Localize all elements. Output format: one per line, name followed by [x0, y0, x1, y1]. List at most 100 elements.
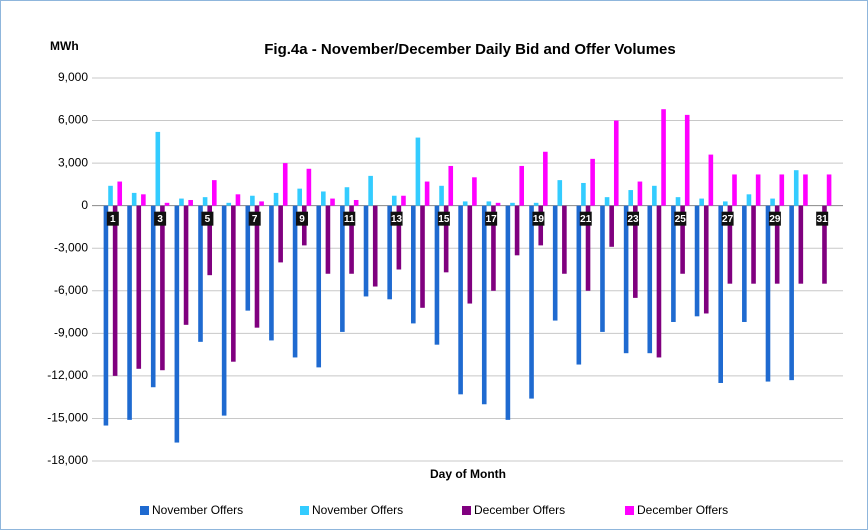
bar [803, 174, 808, 206]
bar [694, 205, 700, 317]
x-tick-box [579, 211, 592, 226]
bar [150, 205, 156, 388]
bar [254, 205, 260, 328]
bar [699, 198, 704, 206]
bar [434, 205, 440, 345]
x-tick-box [390, 211, 403, 226]
y-tick-label: -6,000 [54, 283, 88, 297]
bar [103, 205, 109, 426]
bar [235, 194, 241, 206]
bar [117, 181, 123, 206]
bar [349, 205, 354, 274]
x-tick-box [437, 211, 450, 226]
x-tick-label: 3 [157, 214, 163, 225]
y-tick-label: 3,000 [58, 155, 88, 169]
x-tick-label: 17 [486, 214, 498, 225]
x-tick-label: 29 [769, 214, 781, 225]
bar [396, 205, 402, 270]
x-tick-label: 31 [817, 214, 829, 225]
y-tick-label: 6,000 [58, 113, 88, 127]
x-tick-box [721, 211, 734, 226]
bar [647, 205, 653, 354]
bar [292, 205, 298, 358]
legend-swatch [300, 506, 309, 515]
bar [779, 174, 785, 206]
bar [127, 205, 132, 420]
bar [633, 205, 638, 298]
bar [510, 202, 515, 206]
bar [543, 151, 548, 206]
bar [391, 195, 397, 206]
bar [495, 202, 501, 206]
bar [226, 202, 232, 206]
bar [278, 205, 283, 263]
bar [462, 201, 468, 206]
bar [306, 168, 312, 206]
bar [600, 205, 605, 332]
bar [609, 205, 614, 247]
bar [467, 205, 473, 304]
bar [727, 205, 733, 284]
bar [250, 195, 255, 206]
bar [420, 205, 425, 308]
x-axis-label: Day of Month [430, 467, 506, 481]
y-tick-label: -9,000 [54, 326, 88, 340]
bar [321, 191, 326, 206]
bar [774, 205, 780, 284]
y-tick-label: 9,000 [58, 70, 88, 84]
bar [533, 202, 539, 206]
x-tick-label: 19 [533, 214, 545, 225]
bar [344, 187, 350, 206]
bar [401, 195, 406, 206]
bar [131, 192, 137, 206]
x-tick-box [154, 211, 167, 226]
x-tick-box [201, 211, 214, 226]
bar [363, 205, 369, 297]
bar [259, 201, 264, 206]
bar [297, 188, 302, 206]
bar [789, 205, 794, 381]
bar [703, 205, 709, 314]
bar [746, 194, 752, 206]
bar [637, 181, 643, 206]
bar [415, 137, 421, 206]
bar [718, 205, 723, 383]
x-tick-label: 1 [110, 214, 116, 225]
x-tick-label: 13 [391, 214, 403, 225]
bar [245, 205, 251, 311]
bar [576, 205, 582, 365]
bar [742, 205, 747, 322]
x-tick-label: 25 [675, 214, 687, 225]
bar [581, 182, 586, 206]
bar [770, 198, 775, 206]
legend-label: December Offers [474, 503, 565, 517]
bar [755, 174, 761, 206]
bar [231, 205, 236, 362]
legend-label: December Offers [637, 503, 728, 517]
bar [822, 205, 827, 284]
bar [675, 197, 681, 206]
bar [411, 205, 416, 324]
bar [680, 205, 685, 274]
bar [613, 120, 619, 206]
bar [661, 109, 666, 206]
legend-swatch [140, 506, 149, 515]
bar [155, 131, 161, 206]
bar [732, 174, 737, 206]
x-tick-box [106, 211, 119, 226]
x-tick-label: 15 [438, 214, 450, 225]
bar [368, 175, 373, 206]
bar [671, 205, 676, 322]
x-tick-label: 21 [580, 214, 592, 225]
bar [164, 202, 170, 206]
x-tick-label: 27 [722, 214, 734, 225]
bar [443, 205, 449, 273]
bar [708, 154, 714, 206]
bar [529, 205, 534, 399]
bar [491, 205, 496, 291]
bar [273, 192, 279, 206]
bar [183, 205, 189, 325]
x-tick-box [816, 211, 829, 226]
bar [684, 114, 690, 206]
